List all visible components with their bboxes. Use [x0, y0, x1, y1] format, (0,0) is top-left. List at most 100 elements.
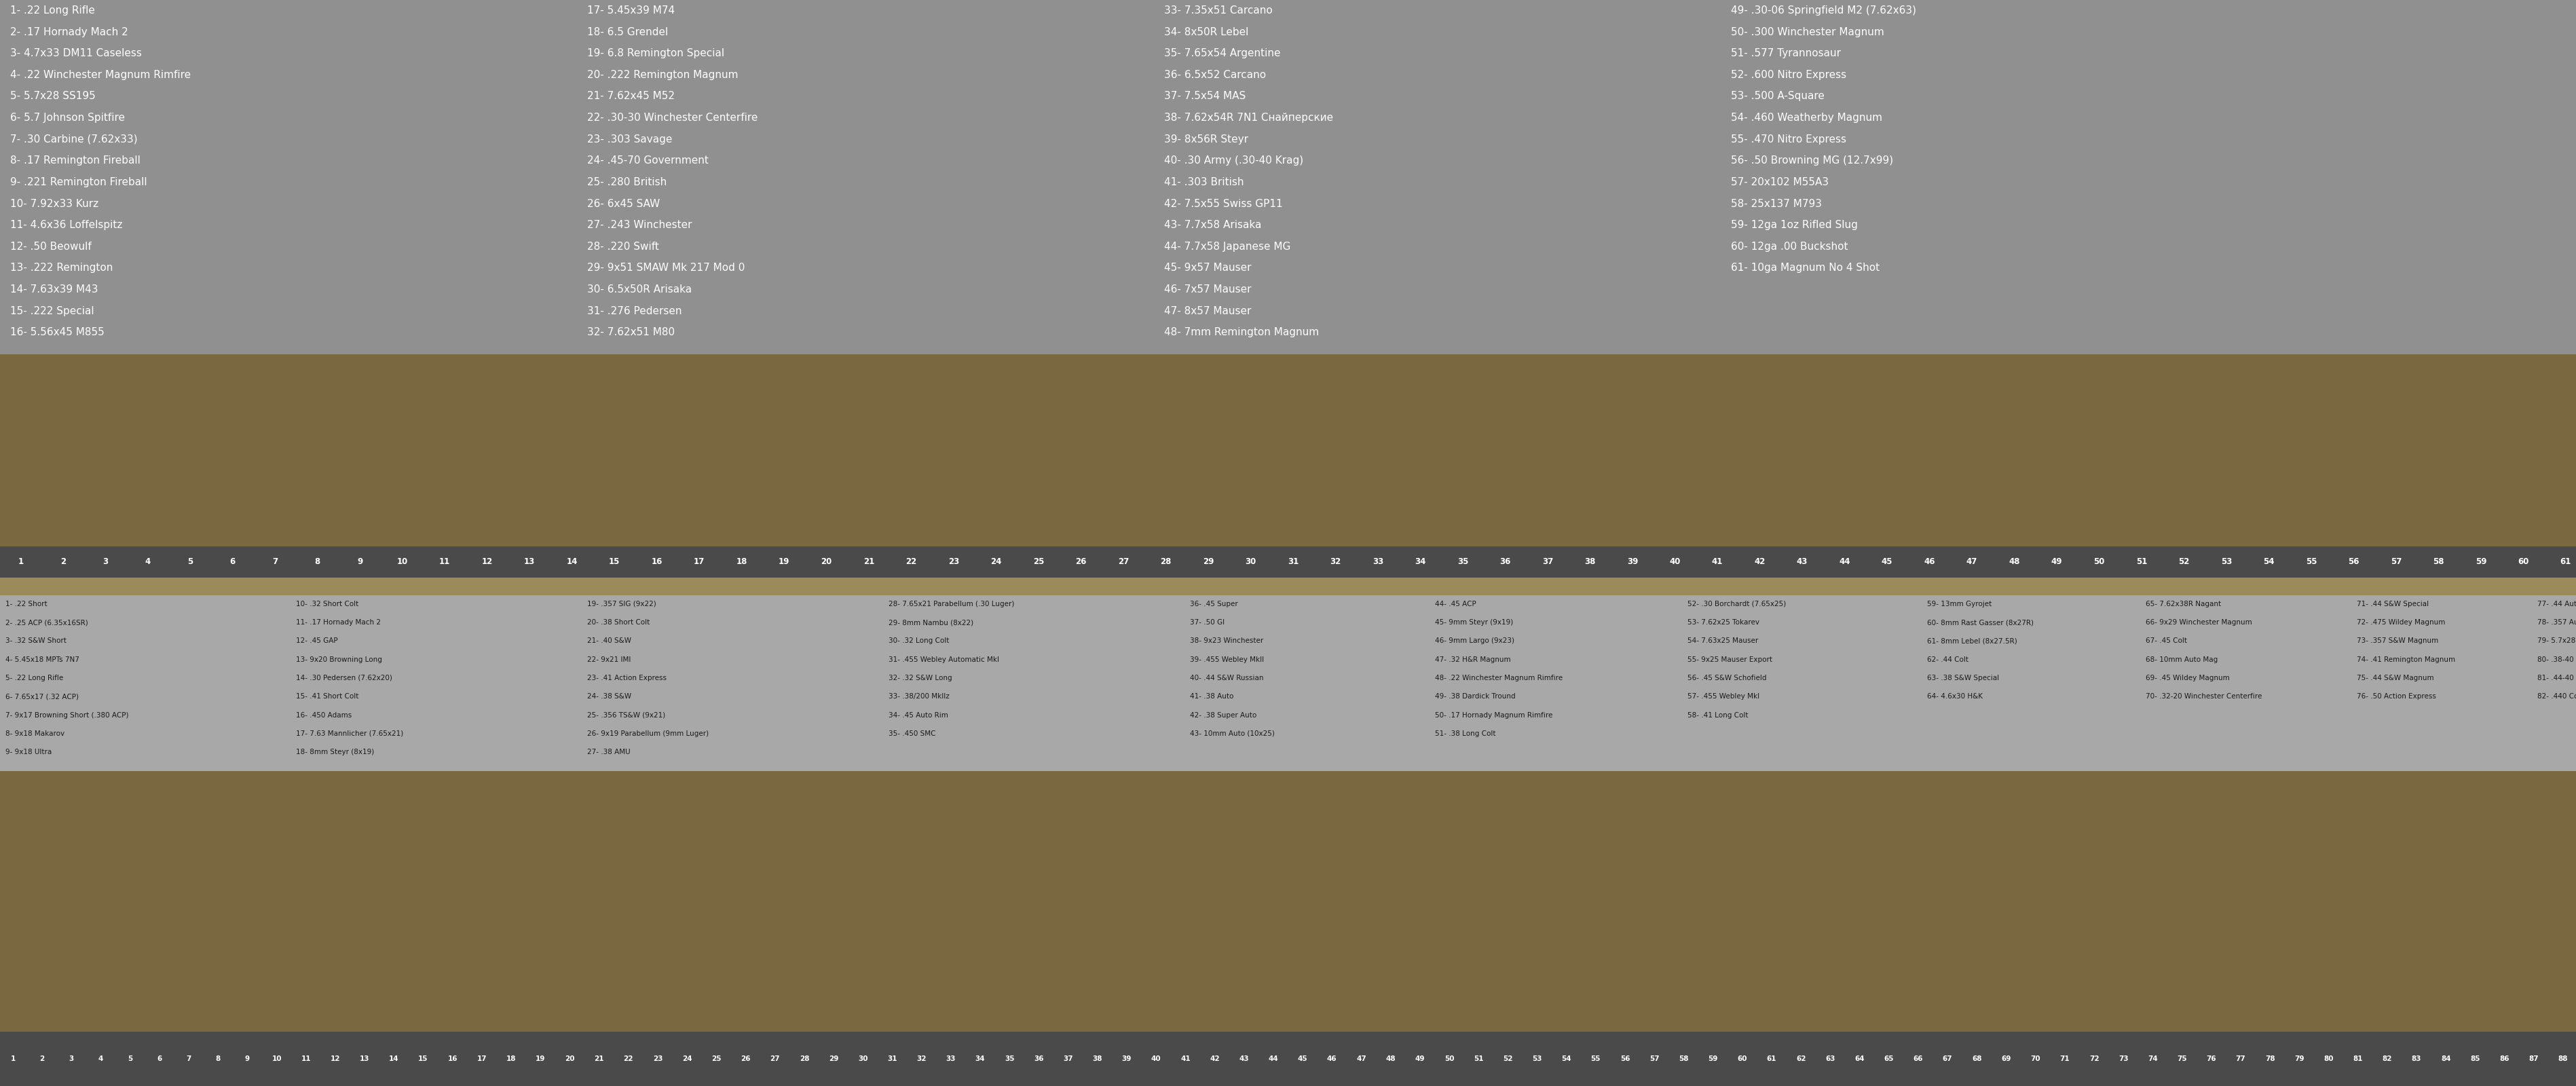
- Text: 69- .45 Wildey Magnum: 69- .45 Wildey Magnum: [2146, 674, 2231, 681]
- Text: 14- .30 Pedersen (7.62x20): 14- .30 Pedersen (7.62x20): [296, 674, 392, 681]
- Text: 36- .45 Super: 36- .45 Super: [1190, 601, 1239, 607]
- Text: 34- .45 Auto Rim: 34- .45 Auto Rim: [889, 711, 948, 719]
- Text: 9: 9: [358, 557, 363, 567]
- Text: 55: 55: [2306, 557, 2316, 567]
- Text: 4- 5.45x18 MPTs 7N7: 4- 5.45x18 MPTs 7N7: [5, 656, 80, 662]
- Text: 18: 18: [507, 1056, 515, 1062]
- Text: 13- .222 Remington: 13- .222 Remington: [10, 263, 113, 273]
- Text: 4: 4: [98, 1056, 103, 1062]
- Text: 35: 35: [1458, 557, 1468, 567]
- Text: 16- 5.56x45 M855: 16- 5.56x45 M855: [10, 327, 106, 338]
- Text: 65- 7.62x38R Nagant: 65- 7.62x38R Nagant: [2146, 601, 2221, 607]
- Text: 80: 80: [2324, 1056, 2334, 1062]
- Text: 10: 10: [397, 557, 407, 567]
- Text: 60: 60: [2517, 557, 2530, 567]
- Text: 49- .38 Dardick Tround: 49- .38 Dardick Tround: [1435, 693, 1515, 700]
- Text: 10: 10: [273, 1056, 281, 1062]
- Text: 54: 54: [1561, 1056, 1571, 1062]
- Text: 8- 9x18 Makarov: 8- 9x18 Makarov: [5, 730, 64, 737]
- Text: 23- .41 Action Express: 23- .41 Action Express: [587, 674, 667, 681]
- Text: 55- 9x25 Mauser Export: 55- 9x25 Mauser Export: [1687, 656, 1772, 662]
- Text: 8: 8: [216, 1056, 222, 1062]
- Text: 29: 29: [829, 1056, 840, 1062]
- Text: 28: 28: [799, 1056, 809, 1062]
- Text: 1- .22 Long Rifle: 1- .22 Long Rifle: [10, 5, 95, 15]
- Text: 54: 54: [2264, 557, 2275, 567]
- Text: 55: 55: [1592, 1056, 1600, 1062]
- Text: 40- .44 S&W Russian: 40- .44 S&W Russian: [1190, 674, 1265, 681]
- Text: 59- 12ga 1oz Rifled Slug: 59- 12ga 1oz Rifled Slug: [1731, 220, 1857, 230]
- Text: 72- .475 Wildey Magnum: 72- .475 Wildey Magnum: [2357, 619, 2445, 626]
- Text: 37- 7.5x54 MAS: 37- 7.5x54 MAS: [1164, 91, 1247, 101]
- Text: 76: 76: [2208, 1056, 2215, 1062]
- Text: 48: 48: [1386, 1056, 1396, 1062]
- Text: 47: 47: [1965, 557, 1978, 567]
- Text: 29- 8mm Nambu (8x22): 29- 8mm Nambu (8x22): [889, 619, 974, 626]
- Text: 38: 38: [1092, 1056, 1103, 1062]
- Text: 46- 7x57 Mauser: 46- 7x57 Mauser: [1164, 285, 1252, 294]
- Text: 45: 45: [1298, 1056, 1309, 1062]
- Text: 82- .440 Corbon: 82- .440 Corbon: [2537, 693, 2576, 700]
- Text: 56- .50 Browning MG (12.7x99): 56- .50 Browning MG (12.7x99): [1731, 155, 1893, 166]
- Text: 8: 8: [314, 557, 319, 567]
- Text: 33: 33: [1373, 557, 1383, 567]
- Text: 15- .222 Special: 15- .222 Special: [10, 306, 95, 316]
- Text: 57: 57: [1649, 1056, 1659, 1062]
- Text: 60: 60: [1736, 1056, 1747, 1062]
- Text: 9- .221 Remington Fireball: 9- .221 Remington Fireball: [10, 177, 147, 187]
- Text: 78- .357 Auto Mag: 78- .357 Auto Mag: [2537, 619, 2576, 626]
- Text: 9: 9: [245, 1056, 250, 1062]
- Text: 38: 38: [1584, 557, 1595, 567]
- Bar: [0, 578, 2576, 595]
- Text: 19: 19: [536, 1056, 546, 1062]
- Text: 41: 41: [1180, 1056, 1190, 1062]
- Text: 35: 35: [1005, 1056, 1015, 1062]
- Text: 28: 28: [1159, 557, 1172, 567]
- Text: 52- .30 Borchardt (7.65x25): 52- .30 Borchardt (7.65x25): [1687, 601, 1785, 607]
- Text: 47: 47: [1358, 1056, 1365, 1062]
- Text: 81- .44-40 Winchester: 81- .44-40 Winchester: [2537, 674, 2576, 681]
- Text: 16: 16: [652, 557, 662, 567]
- Text: 10- 7.92x33 Kurz: 10- 7.92x33 Kurz: [10, 199, 98, 209]
- Text: 17: 17: [693, 557, 706, 567]
- Text: 28- .220 Swift: 28- .220 Swift: [587, 241, 659, 252]
- Text: 54- .460 Weatherby Magnum: 54- .460 Weatherby Magnum: [1731, 113, 1883, 123]
- Text: 37- .50 GI: 37- .50 GI: [1190, 619, 1224, 626]
- Text: 51: 51: [2136, 557, 2146, 567]
- Text: 24- .38 S&W: 24- .38 S&W: [587, 693, 631, 700]
- Text: 35- .450 SMC: 35- .450 SMC: [889, 730, 935, 737]
- Text: 88: 88: [2558, 1056, 2568, 1062]
- Text: 30- 6.5x50R Arisaka: 30- 6.5x50R Arisaka: [587, 285, 693, 294]
- Text: 41: 41: [1713, 557, 1723, 567]
- Text: 41- .303 British: 41- .303 British: [1164, 177, 1244, 187]
- Text: 43- 10mm Auto (10x25): 43- 10mm Auto (10x25): [1190, 730, 1275, 737]
- Text: 31: 31: [1288, 557, 1298, 567]
- Text: 69: 69: [2002, 1056, 2012, 1062]
- Text: 51- .38 Long Colt: 51- .38 Long Colt: [1435, 730, 1497, 737]
- Text: 19- 6.8 Remington Special: 19- 6.8 Remington Special: [587, 49, 724, 59]
- Text: 44- 7.7x58 Japanese MG: 44- 7.7x58 Japanese MG: [1164, 241, 1291, 252]
- Text: 72: 72: [2089, 1056, 2099, 1062]
- Text: 34: 34: [1414, 557, 1427, 567]
- Text: 26: 26: [1077, 557, 1087, 567]
- Text: 5: 5: [129, 1056, 131, 1062]
- Text: 22- .30-30 Winchester Centerfire: 22- .30-30 Winchester Centerfire: [587, 113, 757, 123]
- Text: 49: 49: [2050, 557, 2063, 567]
- Text: 48- 7mm Remington Magnum: 48- 7mm Remington Magnum: [1164, 327, 1319, 338]
- Text: 52: 52: [2179, 557, 2190, 567]
- Text: 35- 7.65x54 Argentine: 35- 7.65x54 Argentine: [1164, 49, 1280, 59]
- Text: 15: 15: [608, 557, 621, 567]
- Text: 60- 8mm Rast Gasser (8x27R): 60- 8mm Rast Gasser (8x27R): [1927, 619, 2032, 626]
- Text: 12- .45 GAP: 12- .45 GAP: [296, 637, 337, 644]
- Text: 27: 27: [1118, 557, 1128, 567]
- Text: 24: 24: [992, 557, 1002, 567]
- Text: 57: 57: [2391, 557, 2401, 567]
- Text: 73: 73: [2117, 1056, 2128, 1062]
- Text: 49: 49: [1414, 1056, 1425, 1062]
- Text: 13: 13: [361, 1056, 368, 1062]
- Text: 58- .41 Long Colt: 58- .41 Long Colt: [1687, 711, 1749, 719]
- Text: 22: 22: [623, 1056, 634, 1062]
- Text: 22- 9x21 IMI: 22- 9x21 IMI: [587, 656, 631, 662]
- Text: 51: 51: [1473, 1056, 1484, 1062]
- Text: 36: 36: [1033, 1056, 1043, 1062]
